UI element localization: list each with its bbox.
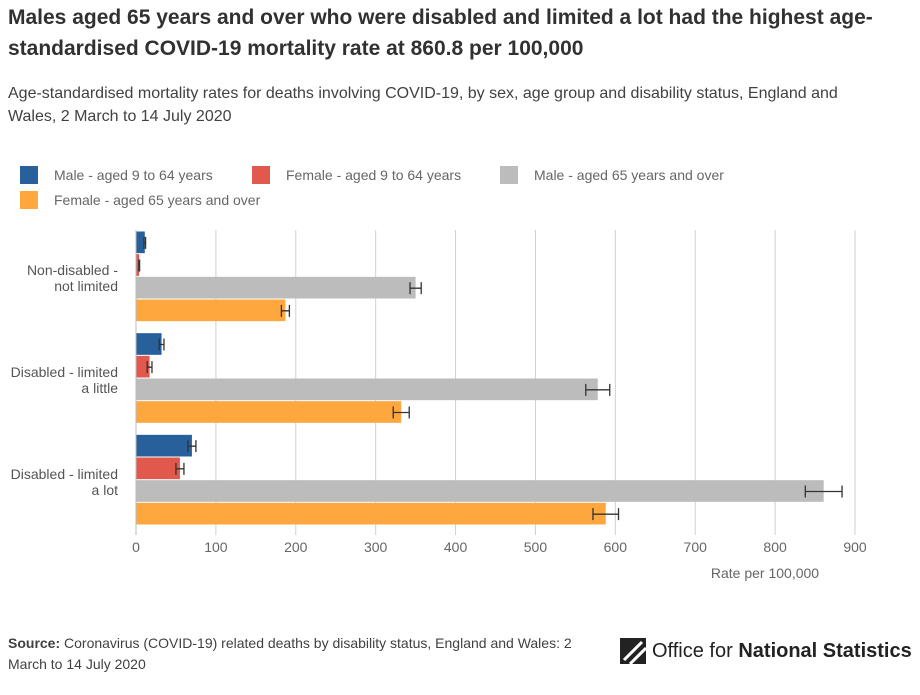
bar bbox=[136, 231, 145, 254]
x-tick-label: 600 bbox=[604, 539, 628, 555]
source-label: Source: bbox=[8, 635, 61, 651]
error-bar bbox=[409, 282, 422, 295]
logo-icon bbox=[620, 638, 646, 664]
error-bar bbox=[280, 304, 291, 317]
error-bar bbox=[392, 406, 410, 419]
legend-label: Female - aged 65 years and over bbox=[54, 192, 261, 208]
x-tick-label: 200 bbox=[284, 539, 308, 555]
bar bbox=[136, 333, 162, 355]
bar bbox=[136, 434, 192, 457]
x-tick-label: 500 bbox=[524, 539, 548, 555]
legend-label: Male - aged 65 years and over bbox=[534, 167, 724, 183]
bar bbox=[136, 480, 824, 502]
legend-swatch bbox=[20, 166, 38, 184]
legend-swatch bbox=[20, 191, 38, 209]
bar bbox=[136, 276, 416, 299]
bar bbox=[136, 378, 598, 401]
chart: 0 100 200 300 400 500 600 700 800 900 Rate per 100… bbox=[132, 230, 867, 581]
x-tick-label: 800 bbox=[763, 539, 787, 555]
x-axis-label: Rate per 100,000 bbox=[711, 565, 819, 581]
error-bar bbox=[585, 383, 611, 396]
legend-item: Male - aged 9 to 64 years bbox=[20, 166, 213, 184]
logo-light: Office for bbox=[652, 639, 733, 662]
bar bbox=[136, 299, 286, 322]
category-label: Disabled - limited a lot bbox=[10, 465, 118, 498]
chart-subtitle: Age-standardised mortality rates for dea… bbox=[8, 85, 838, 125]
x-tick-label: 100 bbox=[204, 539, 228, 555]
legend-swatch bbox=[252, 166, 270, 184]
legend-label: Male - aged 9 to 64 years bbox=[54, 167, 213, 183]
logo: Office for National Statistics bbox=[620, 638, 912, 664]
category-label: Disabled - limited a little bbox=[10, 364, 118, 396]
error-bar bbox=[804, 485, 843, 498]
error-bar bbox=[143, 236, 147, 249]
legend-item: Female - aged 9 to 64 years bbox=[252, 166, 461, 184]
footer: Source: Coronavirus (COVID-19) related d… bbox=[8, 633, 598, 675]
error-bar bbox=[187, 440, 197, 453]
x-tick-label: 0 bbox=[132, 539, 140, 555]
legend-swatch bbox=[500, 166, 518, 184]
error-bar bbox=[592, 508, 620, 521]
bar bbox=[136, 457, 180, 480]
error-bar bbox=[158, 338, 165, 351]
error-bar bbox=[175, 462, 185, 475]
x-tick-label: 400 bbox=[444, 539, 468, 555]
legend-label: Female - aged 9 to 64 years bbox=[286, 167, 462, 183]
bar bbox=[136, 254, 140, 276]
x-tick-label: 700 bbox=[684, 539, 708, 555]
error-bar bbox=[146, 361, 153, 374]
category-label: Non-disabled - not limited bbox=[26, 262, 118, 295]
legend-item: Female - aged 65 years and over bbox=[20, 191, 260, 209]
source: Coronavirus (COVID-19) related deaths by… bbox=[8, 635, 572, 672]
x-tick-label: 300 bbox=[364, 539, 388, 555]
x-tick-label: 900 bbox=[843, 539, 867, 555]
bar bbox=[136, 355, 150, 378]
logo-bold: National Statistics bbox=[738, 639, 912, 662]
bar bbox=[136, 401, 402, 423]
error-bar bbox=[138, 259, 141, 272]
legend-item: Male - aged 65 years and over bbox=[500, 166, 724, 184]
chart-title: Males aged 65 years and over who were di… bbox=[8, 6, 873, 60]
bar bbox=[136, 502, 606, 525]
